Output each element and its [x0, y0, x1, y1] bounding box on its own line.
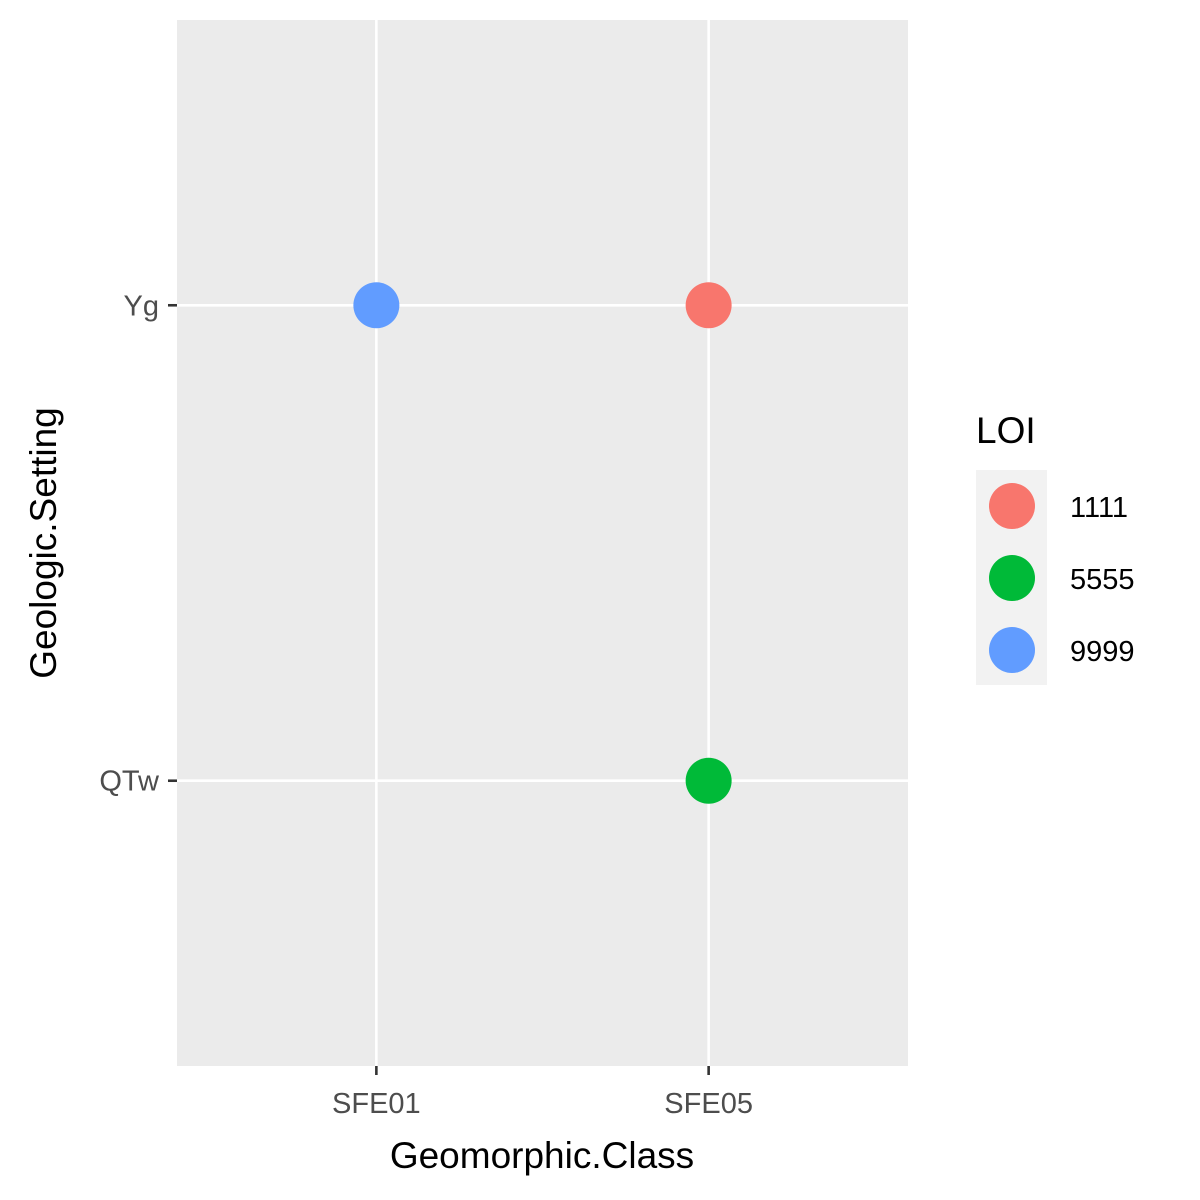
- y-tick-label: QTw: [99, 766, 160, 798]
- plot-panel: [177, 20, 908, 1066]
- x-tick-label: SFE01: [332, 1088, 421, 1120]
- data-point: [685, 757, 732, 804]
- legend: LOI 1111 5555 9999: [976, 410, 1135, 685]
- legend-entries: 1111 5555 9999: [989, 483, 1135, 673]
- legend-label: 5555: [1070, 564, 1135, 596]
- legend-title: LOI: [976, 410, 1036, 451]
- gridlines: [177, 20, 908, 1066]
- y-axis-title: Geologic.Setting: [23, 407, 64, 679]
- legend-key: [989, 627, 1035, 673]
- axis-ticks: SFE01 SFE05 QTw Yg: [99, 290, 753, 1120]
- legend-label: 9999: [1070, 636, 1135, 668]
- y-tick-label: Yg: [124, 290, 159, 322]
- data-points: [353, 282, 732, 804]
- data-point: [685, 282, 732, 329]
- legend-key: [989, 555, 1035, 601]
- x-axis-title: Geomorphic.Class: [390, 1135, 694, 1176]
- legend-key: [989, 483, 1035, 529]
- legend-label: 1111: [1070, 492, 1128, 524]
- x-tick-label: SFE05: [664, 1088, 753, 1120]
- data-point: [353, 282, 400, 329]
